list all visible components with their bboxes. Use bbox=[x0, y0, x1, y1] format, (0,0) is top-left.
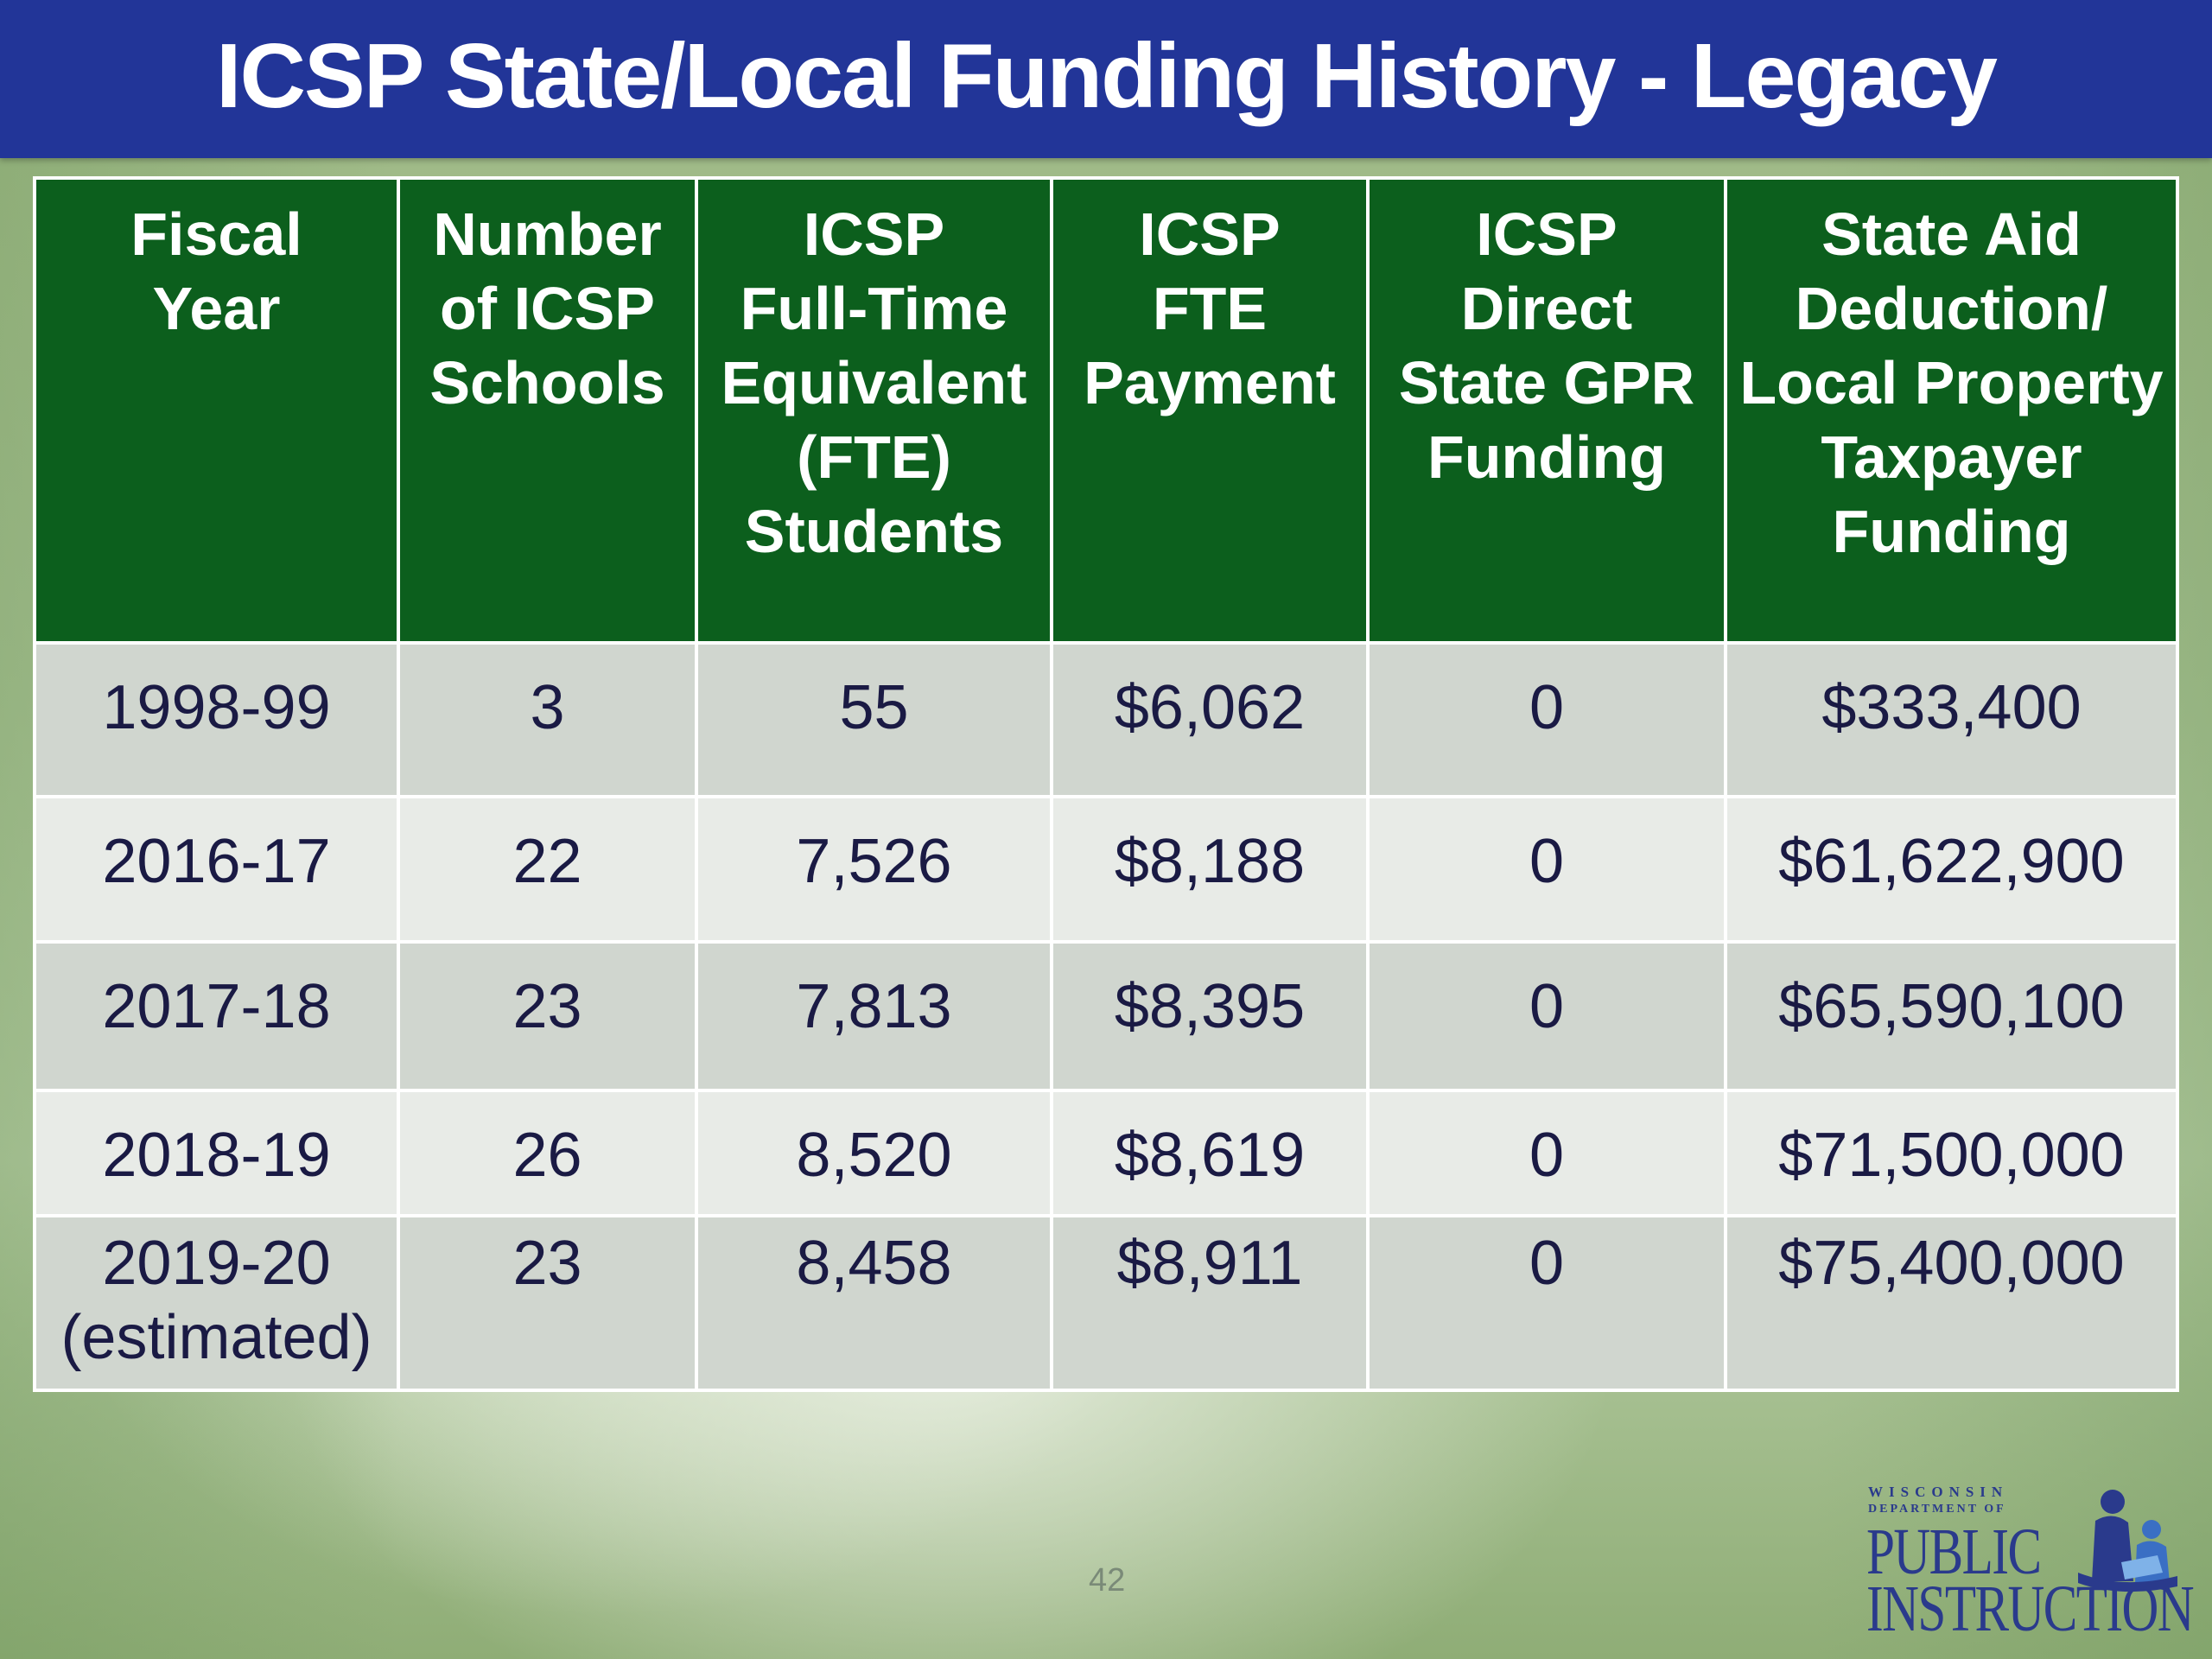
cell-fte-payment: $6,062 bbox=[1050, 641, 1370, 798]
header-number-of-schools: Number of ICSP Schools bbox=[397, 176, 698, 645]
funding-table-container: Fiscal Year Number of ICSP Schools ICSP … bbox=[33, 176, 2179, 1392]
title-bar: ICSP State/Local Funding History - Legac… bbox=[0, 0, 2212, 158]
cell-fiscal-year: 2019-20 (estimated) bbox=[33, 1214, 400, 1392]
dpi-logo: WISCONSIN DEPARTMENT OF PUBLIC INSTRUCTI… bbox=[1866, 1482, 2195, 1646]
table-row: 2019-20 (estimated) 23 8,458 $8,911 0 $7… bbox=[33, 1214, 2179, 1392]
header-fte-students: ICSP Full-Time Equivalent (FTE) Students bbox=[695, 176, 1053, 645]
logo-line-public: PUBLIC bbox=[1866, 1516, 2042, 1588]
cell-fiscal-year: 2016-17 bbox=[33, 795, 400, 944]
table-row: 2018-19 26 8,520 $8,619 0 $71,500,000 bbox=[33, 1089, 2179, 1217]
cell-fte-payment: $8,188 bbox=[1050, 795, 1370, 944]
cell-fte-payment: $8,911 bbox=[1050, 1214, 1370, 1392]
cell-fte-students: 55 bbox=[695, 641, 1053, 798]
estimated-note: (estimated) bbox=[60, 1303, 372, 1372]
cell-schools: 3 bbox=[397, 641, 698, 798]
table-row: 2017-18 23 7,813 $8,395 0 $65,590,100 bbox=[33, 940, 2179, 1092]
header-fiscal-year: Fiscal Year bbox=[33, 176, 400, 645]
cell-schools: 23 bbox=[397, 940, 698, 1092]
header-fte-payment: ICSP FTE Payment bbox=[1050, 176, 1370, 645]
cell-fte-students: 7,813 bbox=[695, 940, 1053, 1092]
cell-schools: 23 bbox=[397, 1214, 698, 1392]
cell-schools: 26 bbox=[397, 1089, 698, 1217]
slide-title: ICSP State/Local Funding History - Legac… bbox=[216, 25, 1998, 127]
header-local-taxpayer-funding: State Aid Deduction/ Local Property Taxp… bbox=[1724, 176, 2179, 645]
cell-fte-payment: $8,395 bbox=[1050, 940, 1370, 1092]
reading-figures-icon bbox=[2078, 1490, 2177, 1592]
cell-fte-students: 8,520 bbox=[695, 1089, 1053, 1217]
cell-fiscal-year: 1998-99 bbox=[33, 641, 400, 798]
cell-local-funding: $65,590,100 bbox=[1724, 940, 2179, 1092]
cell-gpr-funding: 0 bbox=[1366, 940, 1727, 1092]
table-row: 2016-17 22 7,526 $8,188 0 $61,622,900 bbox=[33, 795, 2179, 944]
cell-gpr-funding: 0 bbox=[1366, 1214, 1727, 1392]
cell-schools: 22 bbox=[397, 795, 698, 944]
logo-line-department: DEPARTMENT OF bbox=[1868, 1503, 2006, 1516]
cell-local-funding: $71,500,000 bbox=[1724, 1089, 2179, 1217]
cell-local-funding: $75,400,000 bbox=[1724, 1214, 2179, 1392]
cell-local-funding: $333,400 bbox=[1724, 641, 2179, 798]
cell-gpr-funding: 0 bbox=[1366, 795, 1727, 944]
cell-fte-students: 7,526 bbox=[695, 795, 1053, 944]
table-row: 1998-99 3 55 $6,062 0 $333,400 bbox=[33, 641, 2179, 798]
cell-gpr-funding: 0 bbox=[1366, 641, 1727, 798]
header-direct-gpr-funding: ICSP Direct State GPR Funding bbox=[1366, 176, 1727, 645]
cell-gpr-funding: 0 bbox=[1366, 1089, 1727, 1217]
cell-local-funding: $61,622,900 bbox=[1724, 795, 2179, 944]
cell-fte-payment: $8,619 bbox=[1050, 1089, 1370, 1217]
cell-fiscal-year: 2018-19 bbox=[33, 1089, 400, 1217]
cell-fiscal-year: 2017-18 bbox=[33, 940, 400, 1092]
cell-fte-students: 8,458 bbox=[695, 1214, 1053, 1392]
funding-history-table: Fiscal Year Number of ICSP Schools ICSP … bbox=[33, 176, 2179, 1392]
table-header-row: Fiscal Year Number of ICSP Schools ICSP … bbox=[33, 176, 2179, 645]
logo-line-wisconsin: WISCONSIN bbox=[1868, 1484, 2009, 1500]
page-number: 42 bbox=[1089, 1562, 1126, 1599]
